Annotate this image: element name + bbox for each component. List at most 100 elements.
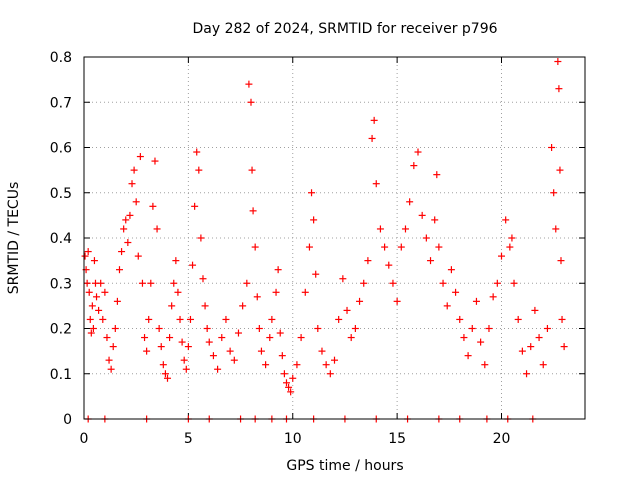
data-point — [255, 325, 263, 332]
data-point — [372, 180, 380, 188]
data-point — [393, 297, 401, 305]
data-point — [531, 306, 539, 314]
data-point — [376, 225, 384, 233]
data-point — [385, 261, 393, 269]
data-point — [485, 325, 493, 332]
data-point — [85, 288, 93, 296]
data-point — [477, 338, 485, 346]
data-point — [199, 275, 207, 283]
data-point — [97, 279, 105, 287]
data-point — [460, 334, 468, 342]
data-point — [170, 279, 178, 287]
data-point — [195, 166, 203, 174]
data-point — [308, 189, 316, 197]
data-point — [174, 288, 182, 296]
data-point — [184, 343, 192, 351]
data-point — [147, 279, 155, 287]
data-point — [230, 356, 238, 364]
data-point — [305, 243, 313, 251]
data-point — [126, 211, 134, 219]
data-point — [318, 347, 326, 355]
data-point — [251, 243, 259, 251]
data-point — [554, 58, 562, 66]
data-point — [418, 211, 426, 219]
data-point — [86, 315, 94, 323]
data-point — [209, 352, 217, 360]
data-point — [548, 144, 556, 151]
data-point — [506, 243, 514, 251]
y-tick-label: 0.6 — [50, 141, 72, 157]
data-point — [389, 279, 397, 287]
data-point — [456, 315, 464, 323]
data-point — [239, 302, 247, 310]
x-tick-label: 10 — [284, 431, 302, 447]
data-point — [433, 171, 441, 179]
data-point — [178, 338, 186, 346]
x-tick-label: 20 — [493, 431, 511, 447]
data-point — [557, 257, 565, 265]
data-point — [262, 361, 270, 369]
data-point — [155, 325, 163, 332]
data-point — [172, 257, 180, 265]
data-point — [149, 202, 157, 210]
data-point — [134, 252, 142, 260]
data-point — [560, 343, 568, 351]
data-point — [301, 288, 309, 296]
data-point — [245, 80, 253, 88]
x-tick-label: 0 — [80, 431, 89, 447]
data-point — [558, 315, 566, 323]
y-tick-label: 0.3 — [50, 276, 72, 292]
x-tick-label: 5 — [184, 431, 193, 447]
data-point — [502, 216, 510, 224]
data-point — [276, 329, 284, 337]
data-point — [364, 257, 372, 265]
data-point — [360, 279, 368, 287]
data-point — [95, 306, 103, 314]
data-point — [310, 216, 318, 224]
y-axis-label: SRMTID / TECUs — [6, 182, 22, 295]
data-point — [153, 225, 161, 233]
data-point — [464, 352, 472, 360]
data-point — [550, 189, 558, 197]
data-point — [514, 315, 522, 323]
y-tick-label: 0.8 — [50, 50, 72, 66]
data-point — [164, 374, 171, 382]
data-point — [406, 198, 414, 206]
data-point — [168, 302, 176, 310]
data-point — [397, 243, 405, 251]
data-point — [145, 315, 153, 323]
plot-frame — [83, 56, 586, 420]
data-point — [278, 352, 286, 360]
y-tick-label: 0.7 — [50, 95, 72, 111]
data-point — [89, 325, 97, 332]
data-point — [201, 302, 209, 310]
data-point — [293, 361, 301, 369]
data-point — [176, 315, 184, 323]
data-point — [120, 225, 128, 233]
data-point — [103, 334, 111, 342]
data-point — [539, 361, 547, 369]
data-point — [555, 85, 563, 93]
data-point — [122, 216, 130, 224]
chart-title: Day 282 of 2024, SRMTID for receiver p79… — [192, 21, 497, 37]
data-point — [159, 361, 167, 369]
data-point — [247, 98, 255, 106]
data-point — [356, 297, 364, 305]
data-point — [289, 374, 297, 382]
data-point — [481, 361, 489, 369]
x-tick-label: 15 — [388, 431, 406, 447]
data-point — [136, 153, 144, 161]
data-point — [508, 234, 516, 242]
data-point — [138, 279, 146, 287]
data-point — [111, 325, 119, 332]
data-point — [322, 361, 330, 369]
data-point — [452, 288, 460, 296]
data-point — [218, 334, 226, 342]
data-point — [266, 334, 274, 342]
data-point — [130, 166, 138, 174]
data-point — [226, 347, 234, 355]
data-point — [109, 343, 117, 351]
data-point — [186, 315, 194, 323]
data-point — [115, 266, 123, 274]
